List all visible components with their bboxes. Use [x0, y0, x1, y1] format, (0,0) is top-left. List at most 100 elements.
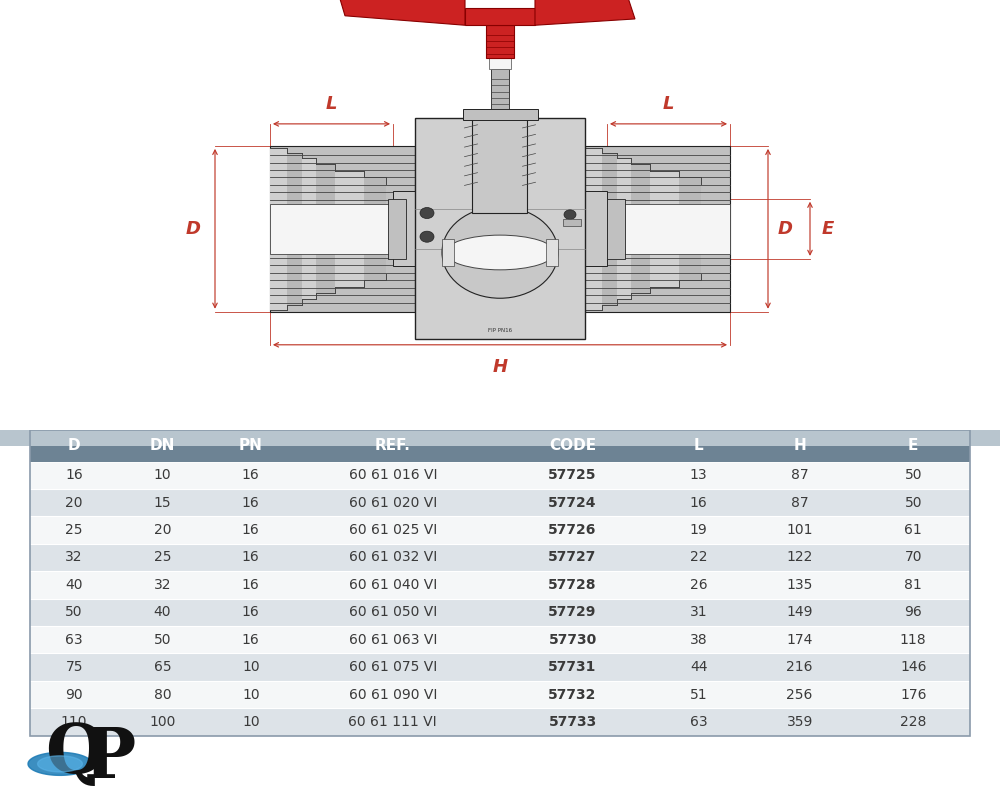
- Text: P: P: [84, 725, 136, 789]
- Bar: [585, 192, 607, 267]
- Text: 80: 80: [154, 687, 171, 701]
- Text: 60 61 032 VI: 60 61 032 VI: [349, 551, 437, 564]
- Bar: [585, 146, 730, 312]
- Bar: [465, 8, 535, 25]
- Text: 19: 19: [690, 523, 708, 537]
- Bar: [617, 159, 631, 299]
- Text: 57729: 57729: [548, 605, 597, 619]
- Text: L: L: [694, 438, 704, 453]
- Polygon shape: [535, 0, 635, 25]
- Text: 32: 32: [65, 551, 83, 564]
- Bar: [30, 653, 970, 681]
- Text: 16: 16: [690, 495, 708, 510]
- Bar: [489, 58, 511, 69]
- Text: PN: PN: [239, 438, 263, 453]
- Text: 10: 10: [242, 687, 260, 701]
- Bar: [30, 430, 970, 462]
- Bar: [316, 164, 335, 294]
- Text: 50: 50: [65, 605, 83, 619]
- Text: 65: 65: [154, 660, 171, 674]
- Bar: [30, 544, 970, 571]
- Bar: [30, 599, 970, 626]
- Text: E: E: [908, 438, 918, 453]
- Bar: [486, 25, 514, 58]
- Text: 57727: 57727: [548, 551, 597, 564]
- Bar: [442, 238, 454, 267]
- Text: 216: 216: [786, 660, 813, 674]
- Circle shape: [564, 210, 576, 219]
- Text: 16: 16: [242, 633, 260, 647]
- Text: 135: 135: [786, 578, 813, 592]
- Text: 10: 10: [242, 660, 260, 674]
- Text: 50: 50: [904, 495, 922, 510]
- Text: 57732: 57732: [548, 687, 597, 701]
- Bar: [415, 118, 585, 339]
- Text: 174: 174: [786, 633, 813, 647]
- Text: 57728: 57728: [548, 578, 597, 592]
- Bar: [270, 204, 415, 254]
- Bar: [270, 148, 287, 310]
- Bar: [631, 164, 650, 294]
- Text: 15: 15: [154, 495, 171, 510]
- Text: 50: 50: [154, 633, 171, 647]
- Text: 118: 118: [900, 633, 927, 647]
- Text: FIP PN16: FIP PN16: [488, 328, 512, 333]
- Bar: [491, 69, 509, 109]
- Text: 20: 20: [65, 495, 83, 510]
- Bar: [546, 238, 558, 267]
- Text: E: E: [822, 220, 834, 237]
- Text: 101: 101: [786, 523, 813, 537]
- Circle shape: [442, 207, 558, 298]
- Text: 146: 146: [900, 660, 926, 674]
- Text: 16: 16: [242, 468, 260, 482]
- Bar: [607, 199, 625, 259]
- Bar: [602, 152, 617, 305]
- Text: 57724: 57724: [548, 495, 597, 510]
- Text: 57731: 57731: [548, 660, 597, 674]
- Text: 13: 13: [690, 468, 708, 482]
- Text: 60 61 020 VI: 60 61 020 VI: [349, 495, 437, 510]
- Text: 40: 40: [65, 578, 83, 592]
- Text: 25: 25: [65, 523, 83, 537]
- Text: 32: 32: [154, 578, 171, 592]
- Text: D: D: [68, 438, 80, 453]
- Bar: [364, 178, 386, 280]
- Bar: [30, 489, 970, 516]
- Text: 149: 149: [786, 605, 813, 619]
- Text: L: L: [326, 95, 337, 113]
- Bar: [393, 192, 415, 267]
- Bar: [30, 709, 970, 735]
- Text: 44: 44: [690, 660, 707, 674]
- Text: 228: 228: [900, 715, 926, 729]
- Text: 110: 110: [61, 715, 87, 729]
- Text: 31: 31: [690, 605, 708, 619]
- Text: 16: 16: [65, 468, 83, 482]
- Bar: [30, 462, 970, 489]
- Text: 60 61 111 VI: 60 61 111 VI: [348, 715, 437, 729]
- Text: D: D: [186, 220, 201, 237]
- Text: 256: 256: [786, 687, 813, 701]
- Text: 20: 20: [154, 523, 171, 537]
- Bar: [30, 626, 970, 653]
- Text: 61: 61: [904, 523, 922, 537]
- Text: D: D: [778, 220, 793, 237]
- Text: CODE: CODE: [549, 438, 596, 453]
- Text: 10: 10: [242, 715, 260, 729]
- Bar: [585, 204, 730, 254]
- Text: 50: 50: [904, 468, 922, 482]
- Circle shape: [420, 231, 434, 242]
- Text: 81: 81: [904, 578, 922, 592]
- Text: 70: 70: [904, 551, 922, 564]
- Bar: [30, 516, 970, 544]
- Bar: [388, 199, 406, 259]
- Bar: [462, 109, 538, 120]
- Text: 87: 87: [791, 495, 808, 510]
- Text: 96: 96: [904, 605, 922, 619]
- Bar: [585, 148, 602, 310]
- Text: 57725: 57725: [548, 468, 597, 482]
- Text: 63: 63: [65, 633, 83, 647]
- Text: 16: 16: [242, 578, 260, 592]
- Text: 122: 122: [786, 551, 813, 564]
- Text: 75: 75: [65, 660, 83, 674]
- Bar: [472, 118, 527, 213]
